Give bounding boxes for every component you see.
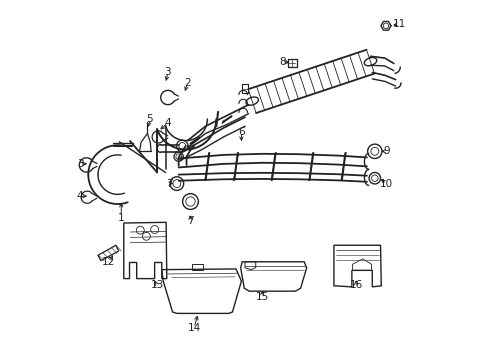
Text: 13: 13 [150, 280, 164, 290]
Text: 12: 12 [101, 257, 115, 267]
Text: 1: 1 [118, 213, 124, 222]
Text: 6: 6 [238, 127, 245, 136]
Text: 3: 3 [165, 67, 171, 77]
Text: 3: 3 [77, 159, 83, 169]
Text: 7: 7 [187, 216, 194, 226]
Text: 14: 14 [188, 323, 201, 333]
Text: 7: 7 [166, 179, 172, 189]
Text: 4: 4 [165, 118, 171, 128]
Text: 11: 11 [392, 19, 406, 29]
Text: 16: 16 [349, 280, 363, 290]
Text: 8: 8 [279, 57, 286, 67]
Text: 9: 9 [383, 146, 390, 156]
Text: 15: 15 [256, 292, 269, 302]
Text: 2: 2 [184, 78, 191, 88]
Text: 5: 5 [147, 114, 153, 124]
Text: 10: 10 [380, 179, 393, 189]
Text: 4: 4 [77, 191, 83, 201]
